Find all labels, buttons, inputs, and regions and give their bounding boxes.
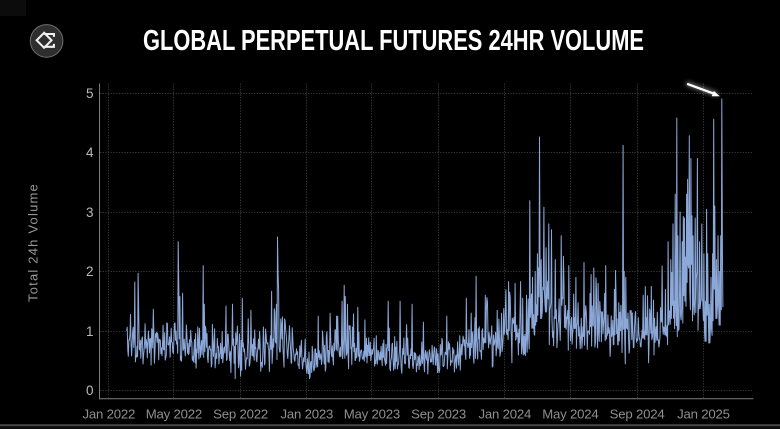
- svg-text:Sep 2024: Sep 2024: [610, 406, 665, 421]
- svg-text:GLOBAL PERPETUAL FUTURES 24HR: GLOBAL PERPETUAL FUTURES 24HR VOLUME: [143, 25, 644, 57]
- svg-text:May 2023: May 2023: [344, 406, 400, 421]
- svg-text:2: 2: [86, 264, 94, 279]
- svg-text:May 2024: May 2024: [542, 406, 598, 421]
- svg-text:3: 3: [86, 205, 94, 220]
- svg-text:Total 24h Volume: Total 24h Volume: [26, 183, 41, 302]
- svg-text:May 2022: May 2022: [146, 406, 202, 421]
- svg-text:0: 0: [86, 383, 94, 398]
- svg-text:Sep 2022: Sep 2022: [213, 406, 268, 421]
- svg-text:5: 5: [86, 86, 94, 101]
- svg-text:4: 4: [86, 145, 94, 160]
- svg-text:Jan 2024: Jan 2024: [478, 406, 531, 421]
- svg-text:Jan 2025: Jan 2025: [677, 406, 730, 421]
- svg-text:Jan 2022: Jan 2022: [82, 406, 135, 421]
- svg-text:1: 1: [86, 324, 94, 339]
- svg-text:Jan 2023: Jan 2023: [280, 406, 333, 421]
- svg-text:Sep 2023: Sep 2023: [411, 406, 466, 421]
